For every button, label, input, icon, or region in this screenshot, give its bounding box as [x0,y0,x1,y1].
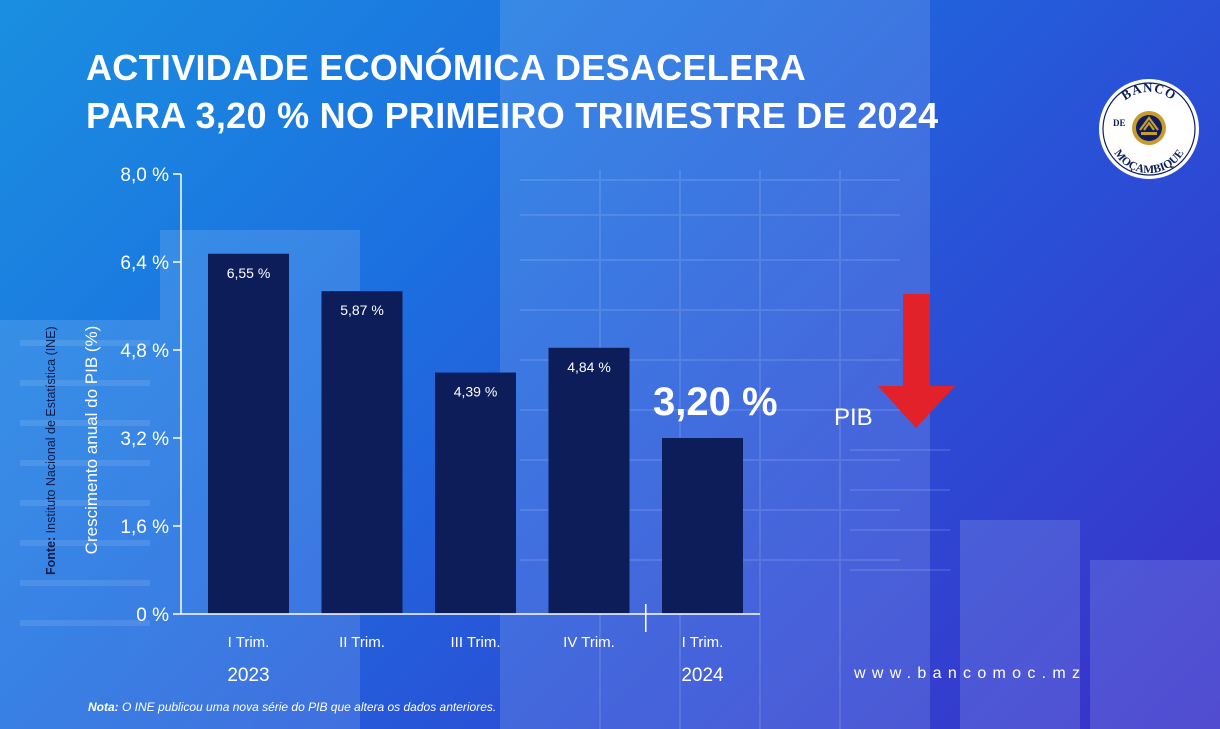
website-link[interactable]: www.bancomoc.mz [854,665,1087,682]
bar [208,253,289,614]
title-line-2: PARA 3,20 % NO PRIMEIRO TRIMESTRE DE 202… [86,95,939,136]
bar [435,372,516,614]
x-tick-label: I Trim. [682,634,724,651]
page-title: ACTIVIDADE ECONÓMICA DESACELERA PARA 3,2… [86,44,939,140]
bank-logo: BANCO MOÇAMBIQUE DE [1099,79,1199,179]
y-tick-label: 8,0 % [120,165,169,186]
bar [548,347,630,614]
source-text: Instituto Nacional de Estatística (INE) [44,326,58,534]
source-label: Fonte: [44,536,58,575]
x-tick-label: III Trim. [451,634,501,651]
bar [662,438,743,614]
logo-top-text: BANCO [1118,80,1178,103]
note-text: O INE publicou uma nova série do PIB que… [122,700,497,714]
year-label: 2024 [681,665,724,686]
bar-data-label: 4,39 % [454,384,498,400]
highlight-label: PIB [834,404,873,431]
year-label: 2023 [227,665,269,686]
x-tick-label: I Trim. [228,634,270,651]
title-line-1: ACTIVIDADE ECONÓMICA DESACELERA [86,47,807,88]
x-tick-label: IV Trim. [563,634,615,651]
y-tick-label: 6,4 % [120,253,169,274]
svg-text:BANCO: BANCO [1118,80,1179,103]
bar [321,291,403,614]
bar-data-label: 5,87 % [340,302,384,318]
note-label: Nota: [88,700,119,714]
y-tick-label: 1,6 % [120,517,169,538]
x-tick-label: II Trim. [339,634,385,651]
highlight-value: 3,20 % [653,380,778,424]
footnote: Nota: O INE publicou uma nova série do P… [88,700,496,714]
bar-data-label: 6,55 % [227,265,271,281]
y-tick-label: 4,8 % [120,341,169,362]
y-tick-label: 3,2 % [120,429,169,450]
y-tick-label: 0 % [136,605,169,626]
down-arrow-icon [878,294,955,428]
y-axis-label: Crescimento anual do PIB (%) [82,326,101,555]
logo-de-text-left: DE [1113,118,1126,128]
bar-data-label: 4,84 % [567,359,611,375]
